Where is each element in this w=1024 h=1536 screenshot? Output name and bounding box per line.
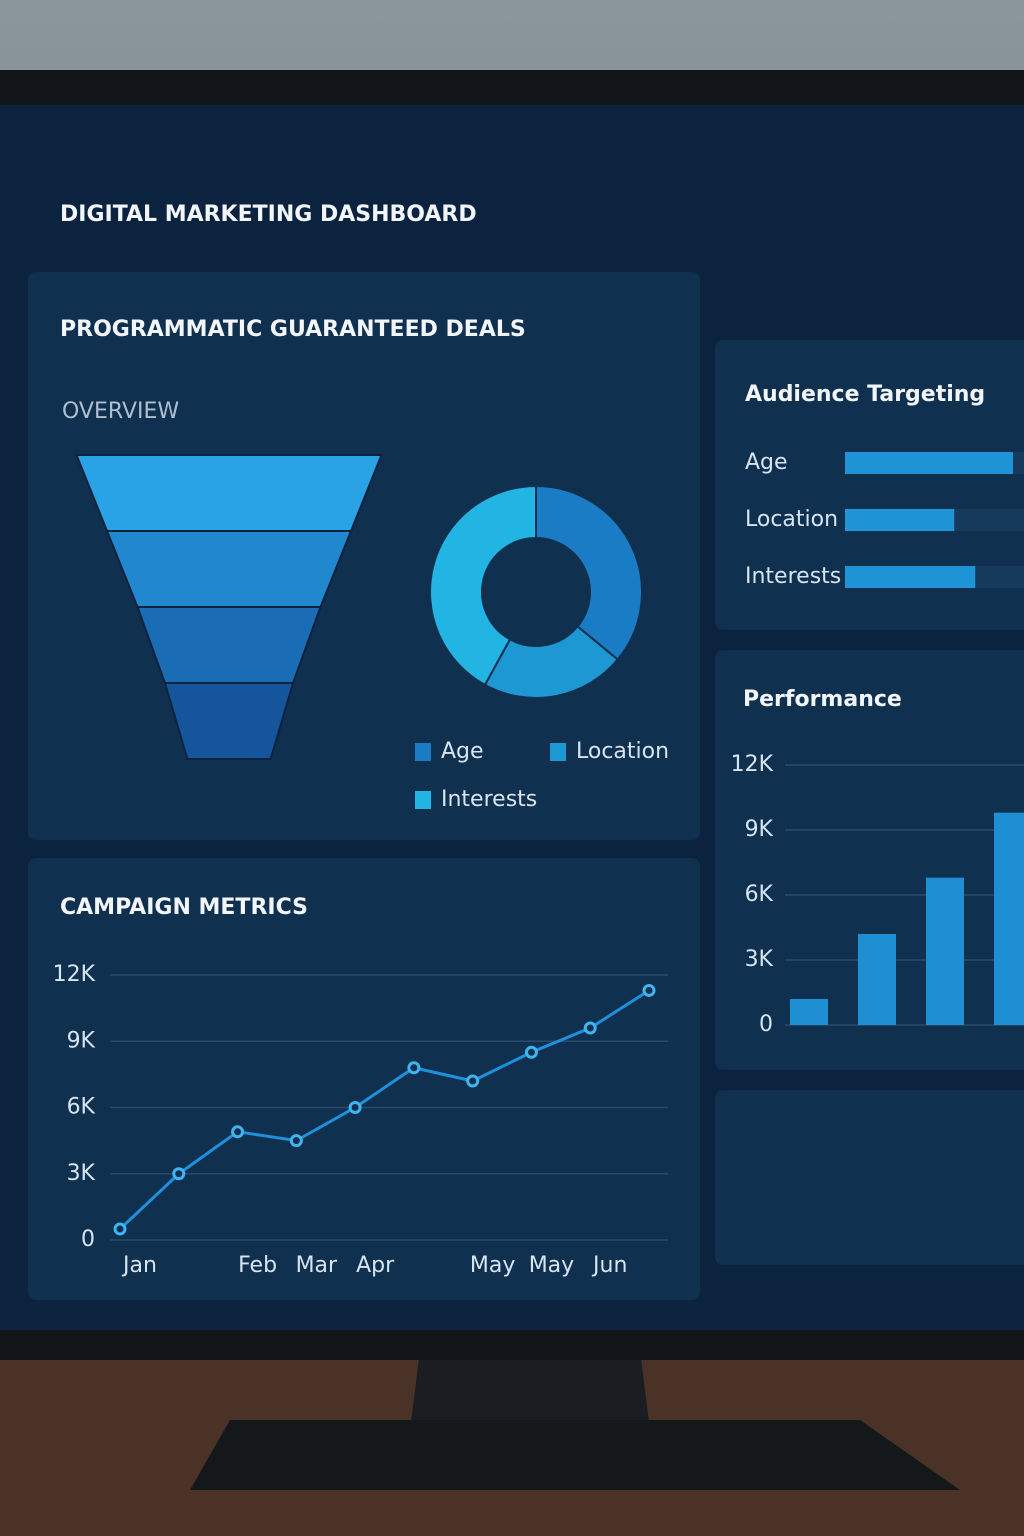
funnel-stage [75,454,383,532]
data-point [583,1021,597,1035]
y-tick-label: 3K [745,947,774,972]
y-tick-label: 6K [67,1095,96,1120]
x-tick-label: Apr [356,1253,395,1278]
monitor-stand [410,1350,650,1430]
y-tick-label: 6K [745,882,774,907]
x-tick-label: Jun [591,1253,627,1278]
y-tick-label: 3K [67,1161,96,1186]
dashboard-title: DIGITAL MARKETING DASHBOARD [60,202,477,227]
data-point [407,1061,421,1075]
panel-blank [715,1090,1024,1265]
panel-subtitle: OVERVIEW [62,399,179,424]
data-point [466,1074,480,1088]
donut-slice [429,484,537,687]
y-tick-label: 12K [53,962,96,987]
bar [845,452,1013,474]
y-tick-label: 12K [731,752,774,777]
legend-label: Interests [441,787,537,812]
data-point [231,1125,245,1139]
y-tick-label: 0 [759,1012,773,1037]
donut-slice [535,484,643,661]
data-point [642,983,656,997]
legend-label: Location [576,739,669,764]
panel-audience [715,340,1024,630]
data-point [172,1167,186,1181]
bar [845,509,955,531]
category-label: Age [745,450,788,475]
x-tick-label: Jan [121,1253,157,1278]
bar [994,812,1024,1025]
monitor-base [190,1420,960,1490]
panel-title: Audience Targeting [745,382,985,407]
legend-swatch [550,743,566,761]
legend-swatch [415,791,431,809]
data-point [524,1045,538,1059]
funnel-stage [163,682,295,760]
bar [845,566,976,588]
donut-slice [483,625,620,699]
y-tick-label: 0 [81,1227,95,1252]
bar [858,934,896,1025]
line-series [118,989,650,1231]
panel-campaign [28,858,700,1300]
legend-swatch [415,743,431,761]
category-label: Interests [745,564,841,589]
data-point [289,1134,303,1148]
legend-label: Age [441,739,484,764]
category-label: Location [745,507,838,532]
y-tick-label: 9K [67,1028,96,1053]
x-tick-label: May [470,1253,515,1278]
panel-title: CAMPAIGN METRICS [60,895,308,920]
panel-title: PROGRAMMATIC GUARANTEED DEALS [60,317,526,342]
data-point [348,1101,362,1114]
funnel-stage [136,606,322,684]
y-tick-label: 9K [745,817,774,842]
x-tick-label: May [529,1253,574,1278]
bar [926,877,964,1025]
funnel-stage [105,530,353,608]
panel-title: Performance [743,687,902,712]
x-tick-label: Feb [238,1253,277,1278]
data-point [113,1222,127,1236]
x-tick-label: Mar [296,1253,338,1278]
bar [790,999,828,1025]
